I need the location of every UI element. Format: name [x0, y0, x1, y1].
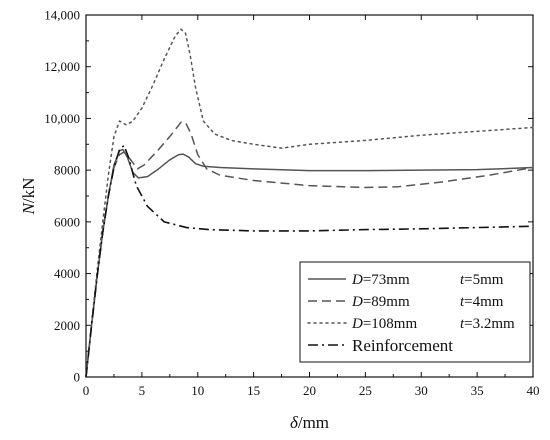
x-axis: 0 5 10 15 20 25 30 35 40	[83, 15, 540, 398]
x-tick-label: 15	[247, 383, 260, 398]
legend-label-3: Reinforcement	[352, 336, 453, 355]
y-axis: 0 2000 4000 6000 8000 10,000 12,000 14,000	[44, 8, 533, 385]
series-line-2	[85, 28, 534, 378]
x-tick-label: 0	[83, 383, 90, 398]
x-tick-label: 40	[527, 383, 540, 398]
series-line-3	[85, 144, 534, 378]
legend-d-label: D	[351, 272, 363, 288]
y-axis-title: N/kN	[19, 178, 38, 216]
x-axis-var: δ	[290, 413, 299, 432]
series-layer	[85, 28, 534, 378]
legend-label-2: D=108mm t=3.2mm	[351, 316, 515, 332]
y-tick-label: 2000	[54, 318, 80, 333]
legend-t-value: =3.2mm	[464, 316, 515, 332]
x-tick-label: 25	[359, 383, 372, 398]
y-tick-label: 10,000	[44, 111, 80, 126]
x-tick-label: 20	[303, 383, 316, 398]
legend-t-value: =4mm	[464, 294, 504, 310]
legend-d-value: =108mm	[363, 316, 418, 332]
legend-t-value: =5mm	[464, 272, 504, 288]
y-tick-label: 8000	[54, 163, 80, 178]
y-tick-label: 14,000	[44, 8, 80, 23]
y-axis-unit: /kN	[19, 178, 38, 204]
legend-t-label: t	[460, 316, 465, 332]
legend-label-0: D=73mm t=5mm	[351, 272, 504, 288]
y-tick-label: 12,000	[44, 59, 80, 74]
legend-t-label: t	[460, 272, 465, 288]
x-axis-title: δ/mm	[290, 413, 329, 432]
x-tick-label: 35	[471, 383, 484, 398]
legend-d-value: =89mm	[363, 294, 410, 310]
legend-t-label: t	[460, 294, 465, 310]
legend-label-text: Reinforcement	[352, 336, 453, 355]
legend-d-label: D	[351, 316, 363, 332]
x-tick-label: 10	[191, 383, 204, 398]
x-tick-label: 30	[415, 383, 428, 398]
y-axis-var: N	[19, 201, 38, 215]
y-tick-label: 4000	[54, 266, 80, 281]
legend-d-label: D	[351, 294, 363, 310]
x-tick-label: 5	[139, 383, 146, 398]
x-axis-unit: /mm	[298, 413, 329, 432]
legend-label-1: D=89mm t=4mm	[351, 294, 504, 310]
y-tick-label: 6000	[54, 214, 80, 229]
y-tick-label: 0	[74, 370, 81, 385]
legend-d-value: =73mm	[363, 272, 410, 288]
